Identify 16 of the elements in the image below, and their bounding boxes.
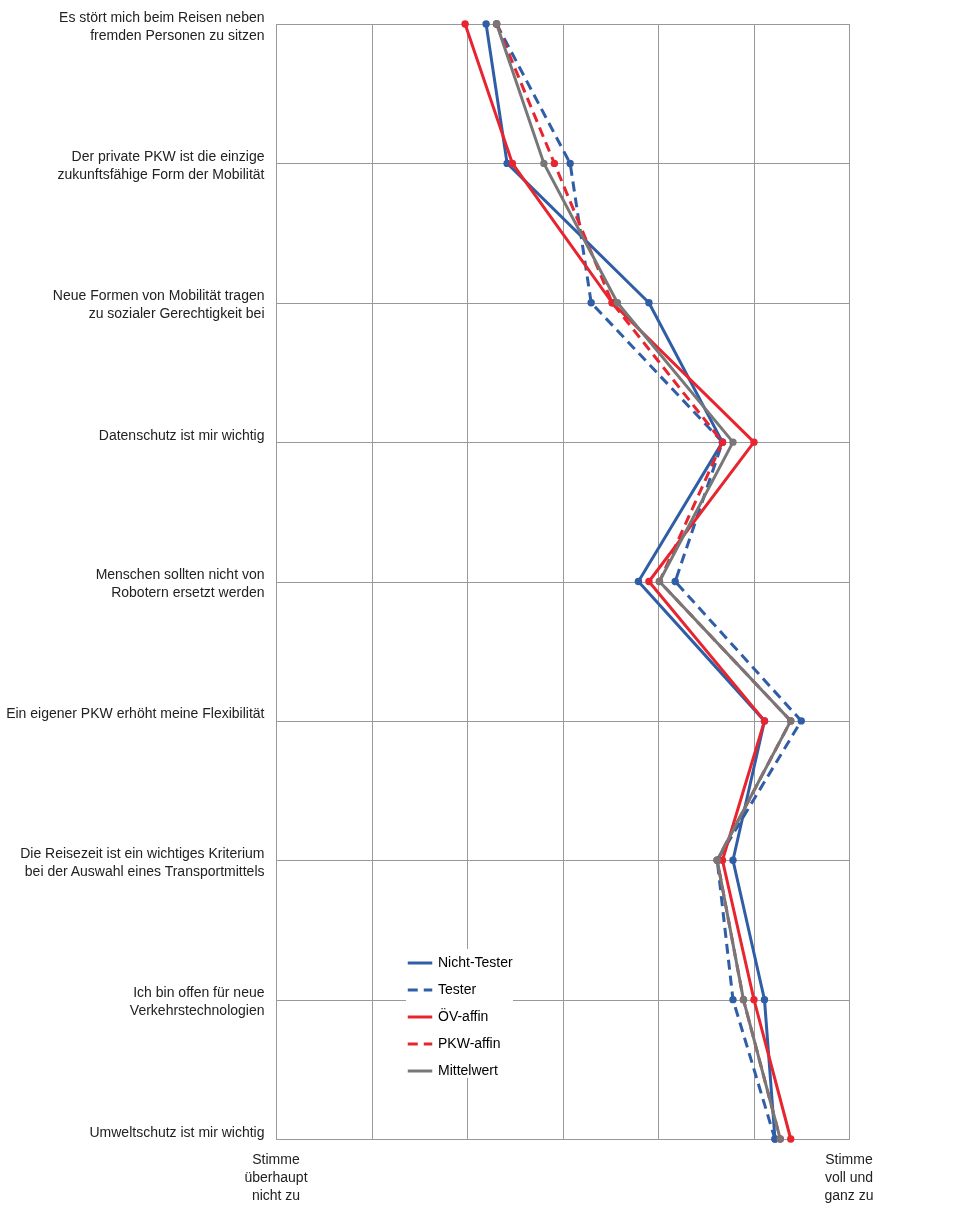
- y-tick-label: Neue Formen von Mobilität tragen zu sozialer Gerechtigkeit bei: [52, 287, 265, 322]
- legend-label: Mittelwert: [438, 1062, 499, 1078]
- legend-label: Tester: [438, 981, 477, 997]
- text: Stimme überhaupt nicht zu: [244, 1151, 308, 1203]
- y-tick-label: Der private PKW ist die einzige zukunftsfähige Form der Mobilität: [57, 147, 265, 182]
- y-tick-label: Umweltschutz ist mir wichtig: [89, 1123, 265, 1140]
- y-tick-label: Menschen sollten nicht von Robotern ersetzt werden: [95, 566, 265, 600]
- legend-label: ÖV-affin: [438, 1007, 489, 1024]
- legend-label: Nicht-Tester: [438, 954, 514, 970]
- legend-label: PKW-affin: [438, 1035, 501, 1051]
- text: Stimme voll und ganz zu: [824, 1151, 874, 1203]
- y-tick-label: Die Reisezeit ist ein wichtiges Kriterium bei der Auswahl eines Transportmittels: [20, 844, 265, 879]
- y-tick-label: Datenschutz ist mir wichtig: [98, 426, 265, 443]
- y-tick-label: Es stört mich beim Reisen neben fremden Personen zu sitzen: [59, 8, 265, 43]
- y-tick-label: Ich bin offen für neue Verkehrstechnologien: [129, 984, 265, 1019]
- y-tick-label: Ein eigener PKW erhöht meine Flexibilität: [6, 705, 265, 722]
